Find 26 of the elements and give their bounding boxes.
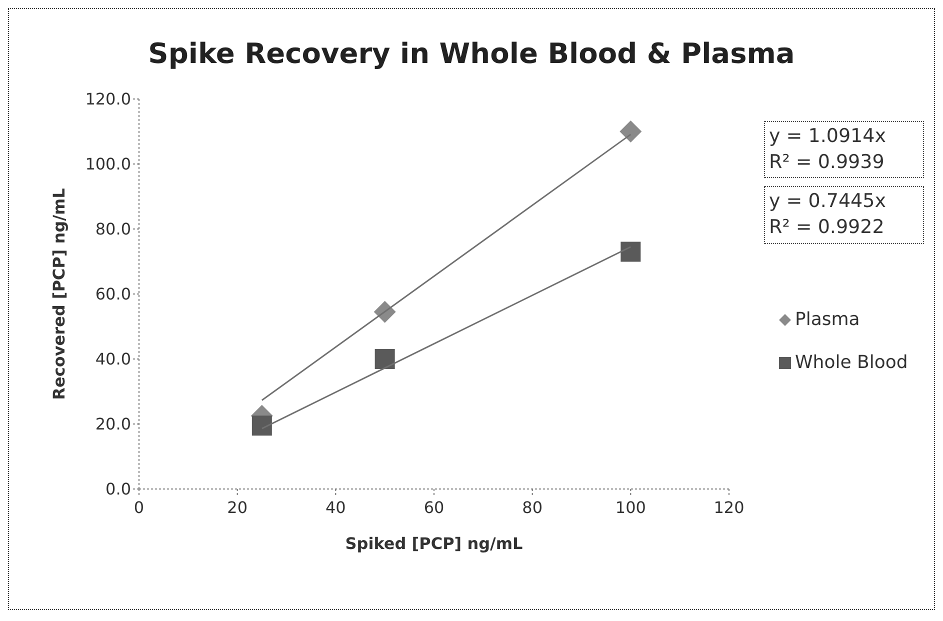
y-tick-label: 20.0 xyxy=(95,414,131,434)
y-tick-label: 120.0 xyxy=(85,90,131,109)
point xyxy=(374,349,395,369)
x-tick-label: 60 xyxy=(424,498,444,517)
point xyxy=(374,300,396,323)
text: y = 0.7445x R² = 0.9922 xyxy=(764,186,924,244)
legend-label: Whole Blood xyxy=(795,352,908,373)
y-tick-label: 60.0 xyxy=(95,284,131,304)
x-axis-title: Spiked [PCP] ng/mL xyxy=(345,534,523,553)
y-tick-label: 100.0 xyxy=(85,154,131,174)
x-tick-label: 100 xyxy=(615,498,646,517)
point xyxy=(620,120,642,142)
x-tick-label: 80 xyxy=(522,498,543,517)
x-tick-label: 20 xyxy=(227,498,248,517)
y-tick-label: 40.0 xyxy=(95,350,131,369)
x-tick-label: 120 xyxy=(714,498,744,517)
y-tick-label: 80.0 xyxy=(95,220,131,239)
x-tick-label: 0 xyxy=(134,498,144,517)
chart-title: Spike Recovery in Whole Blood & Plasma xyxy=(147,37,796,70)
legend-label: Plasma xyxy=(795,309,860,330)
point xyxy=(620,242,641,262)
text: y = 1.0914x R² = 0.9939 xyxy=(764,121,924,178)
y-tick-label: 0.0 xyxy=(106,480,131,499)
point xyxy=(252,416,272,436)
y-axis-title: Recovered [PCP] ng/mL xyxy=(50,188,69,400)
x-tick-label: 40 xyxy=(325,498,346,517)
